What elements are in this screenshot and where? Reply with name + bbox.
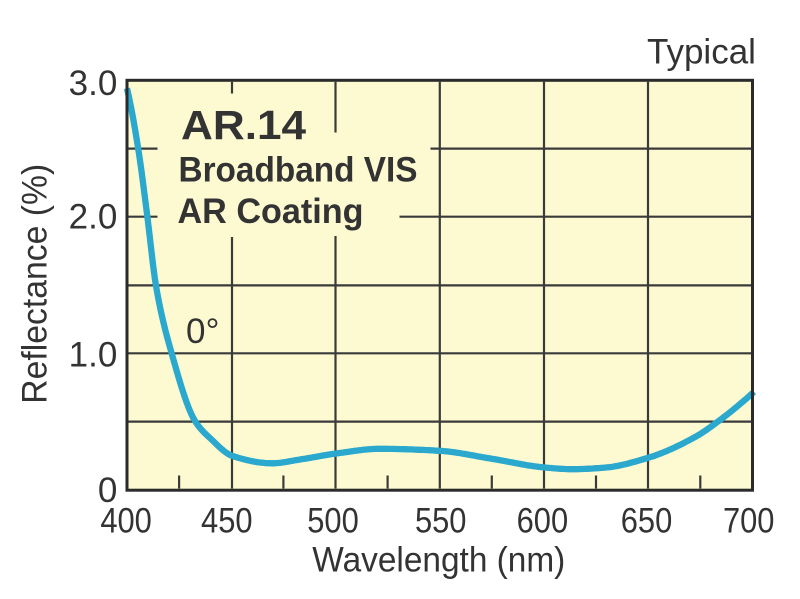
svg-text:2.0: 2.0: [69, 198, 118, 237]
svg-text:400: 400: [100, 501, 152, 540]
svg-text:0°: 0°: [186, 312, 219, 351]
svg-text:Typical: Typical: [647, 33, 756, 72]
svg-text:1.0: 1.0: [69, 336, 118, 375]
svg-text:Broadband VIS: Broadband VIS: [179, 150, 418, 189]
svg-text:3.0: 3.0: [69, 64, 118, 103]
svg-text:Wavelength (nm): Wavelength (nm): [312, 541, 565, 580]
svg-text:0: 0: [98, 471, 117, 510]
svg-text:700: 700: [723, 501, 775, 540]
svg-text:AR.14: AR.14: [181, 102, 306, 148]
svg-text:500: 500: [307, 501, 359, 540]
svg-text:Reflectance (%): Reflectance (%): [16, 164, 55, 404]
svg-text:650: 650: [621, 501, 673, 540]
svg-text:600: 600: [517, 501, 569, 540]
svg-text:450: 450: [201, 501, 253, 540]
svg-text:AR Coating: AR Coating: [178, 192, 364, 231]
svg-text:550: 550: [415, 501, 467, 540]
